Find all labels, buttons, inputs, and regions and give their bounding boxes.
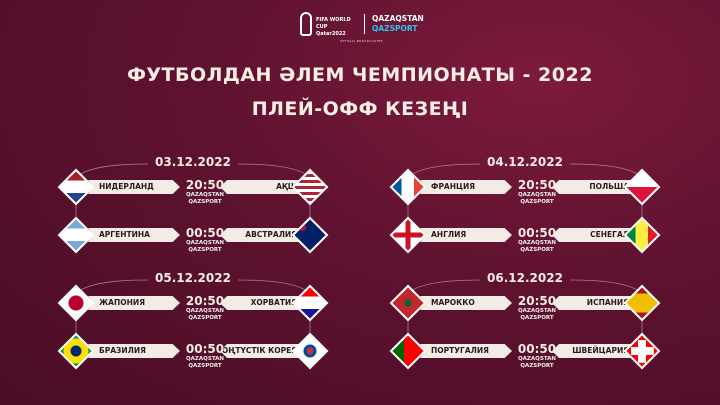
page-subtitle: ПЛЕЙ-ОФФ КЕЗЕҢІ (251, 98, 469, 120)
match-row: ЖАПОНИЯ ХОРВАТИЯ 20:50 QAZAQSTAN QAZSPORT (48, 284, 338, 322)
flag-au-icon (291, 216, 329, 254)
channel-qazaqstan: QAZAQSTAN (518, 308, 556, 314)
channel-qazaqstan: QAZAQSTAN (518, 356, 556, 362)
away-team-label: ПОЛЬША (552, 180, 640, 194)
flag-fr-icon (389, 168, 427, 206)
kickoff-time: 20:50 (517, 178, 557, 192)
home-team-label: АРГЕНТИНА (88, 228, 180, 242)
channel-qazaqstan: QAZAQSTAN (186, 356, 224, 362)
flag-ar-icon (57, 216, 95, 254)
world-cup-trophy-icon (300, 12, 312, 36)
channel-qazsport: QAZSPORT (520, 199, 554, 205)
kickoff-time: 00:50 (517, 226, 557, 240)
match-day-group: 03.12.2022 НИДЕРЛАНД АҚШ 20:50 QAZAQSTAN QAZS… (48, 155, 338, 268)
channel-qazaqstan: QAZAQSTAN (186, 308, 224, 314)
channel-brand: QAZAQSTAN QAZSPORT (372, 14, 424, 34)
home-team-label: ФРАНЦИЯ (420, 180, 512, 194)
home-team-label: НИДЕРЛАНД (88, 180, 180, 194)
match-date: 03.12.2022 (155, 155, 231, 169)
wc-line2: Qatar2022 (316, 31, 346, 37)
broadcast-channels: QAZAQSTAN QAZSPORT (507, 192, 567, 206)
home-team-label: ПОРТУГАЛИЯ (420, 344, 512, 358)
match-row: НИДЕРЛАНД АҚШ 20:50 QAZAQSTAN QAZSPORT (48, 168, 338, 206)
channel-qazsport: QAZSPORT (188, 199, 222, 205)
channel-qazaqstan: QAZAQSTAN (186, 240, 224, 246)
match-date: 05.12.2022 (155, 271, 231, 285)
flag-pt-icon (389, 332, 427, 370)
home-team-label: БРАЗИЛИЯ (88, 344, 180, 358)
match-row: АНГЛИЯ СЕНЕГАЛ 00:50 QAZAQSTAN QAZSPORT (380, 216, 670, 254)
page-title: ФУТБОЛДАН ӘЛЕМ ЧЕМПИОНАТЫ - 2022 (127, 64, 593, 86)
home-team-label: АНГЛИЯ (420, 228, 512, 242)
channel-qazsport: QAZSPORT (188, 363, 222, 369)
away-team-label: ОҢТҮСТІК КОРЕЯ (220, 344, 308, 358)
broadcast-channels: QAZAQSTAN QAZSPORT (175, 308, 235, 322)
match-day-group: 06.12.2022 МАРОККО ИСПАНИЯ 20:50 QAZAQSTAN QA… (380, 271, 670, 384)
flag-hr-icon (291, 284, 329, 322)
kickoff-time: 00:50 (185, 226, 225, 240)
away-team-label: СЕНЕГАЛ (552, 228, 640, 242)
channel-qazsport: QAZSPORT (188, 247, 222, 253)
brand-qazaqstan: QAZAQSTAN (372, 14, 424, 23)
channel-qazaqstan: QAZAQSTAN (518, 240, 556, 246)
flag-us-icon (291, 168, 329, 206)
match-row: ПОРТУГАЛИЯ ШВЕЙЦАРИЯ 00:50 QAZAQSTAN QAZSPOR… (380, 332, 670, 370)
broadcast-channels: QAZAQSTAN QAZSPORT (175, 356, 235, 370)
flag-br-icon (57, 332, 95, 370)
away-team-label: ШВЕЙЦАРИЯ (552, 344, 640, 358)
kickoff-time: 20:50 (185, 294, 225, 308)
home-team-label: ЖАПОНИЯ (88, 296, 180, 310)
broadcast-channels: QAZAQSTAN QAZSPORT (507, 308, 567, 322)
match-date: 06.12.2022 (487, 271, 563, 285)
logo-divider (364, 14, 365, 34)
flag-pl-icon (623, 168, 661, 206)
match-date: 04.12.2022 (487, 155, 563, 169)
flag-jp-icon (57, 284, 95, 322)
broadcast-channels: QAZAQSTAN QAZSPORT (175, 240, 235, 254)
kickoff-time: 00:50 (517, 342, 557, 356)
home-team-label: МАРОККО (420, 296, 512, 310)
match-row: АРГЕНТИНА АВСТРАЛИЯ 00:50 QAZAQSTAN QAZSPORT (48, 216, 338, 254)
broadcast-channels: QAZAQSTAN QAZSPORT (507, 240, 567, 254)
match-row: ФРАНЦИЯ ПОЛЬША 20:50 QAZAQSTAN QAZSPORT (380, 168, 670, 206)
wc-line1: FIFA WORLD CUP (316, 17, 351, 30)
flag-es-icon (623, 284, 661, 322)
away-team-label: АҚШ (220, 180, 308, 194)
channel-qazsport: QAZSPORT (520, 247, 554, 253)
broadcast-channels: QAZAQSTAN QAZSPORT (175, 192, 235, 206)
flag-nl-icon (57, 168, 95, 206)
channel-qazsport: QAZSPORT (520, 363, 554, 369)
kickoff-time: 20:50 (517, 294, 557, 308)
channel-qazaqstan: QAZAQSTAN (186, 192, 224, 198)
world-cup-wordmark: FIFA WORLD CUP Qatar2022 (316, 17, 361, 38)
match-row: МАРОККО ИСПАНИЯ 20:50 QAZAQSTAN QAZSPORT (380, 284, 670, 322)
official-broadcaster: OFFICIAL BROADCASTER (340, 39, 384, 43)
match-row: БРАЗИЛИЯ ОҢТҮСТІК КОРЕЯ 00:50 QAZAQSTAN QAZS… (48, 332, 338, 370)
flag-en-icon (389, 216, 427, 254)
brand-qazsport: QAZSPORT (372, 24, 418, 33)
broadcast-logo: FIFA WORLD CUP Qatar2022 QAZAQSTAN QAZSPOR… (300, 12, 430, 48)
flag-kr-icon (291, 332, 329, 370)
channel-qazaqstan: QAZAQSTAN (518, 192, 556, 198)
match-day-group: 04.12.2022 ФРАНЦИЯ ПОЛЬША 20:50 QAZAQSTAN QAZ… (380, 155, 670, 268)
away-team-label: ИСПАНИЯ (552, 296, 640, 310)
flag-ma-icon (389, 284, 427, 322)
channel-qazsport: QAZSPORT (188, 315, 222, 321)
flag-sn-icon (623, 216, 661, 254)
broadcast-channels: QAZAQSTAN QAZSPORT (507, 356, 567, 370)
kickoff-time: 20:50 (185, 178, 225, 192)
channel-qazsport: QAZSPORT (520, 315, 554, 321)
flag-ch-icon (623, 332, 661, 370)
match-day-group: 05.12.2022 ЖАПОНИЯ ХОРВАТИЯ 20:50 QAZAQSTAN Q… (48, 271, 338, 384)
away-team-label: ХОРВАТИЯ (220, 296, 308, 310)
kickoff-time: 00:50 (185, 342, 225, 356)
away-team-label: АВСТРАЛИЯ (220, 228, 308, 242)
